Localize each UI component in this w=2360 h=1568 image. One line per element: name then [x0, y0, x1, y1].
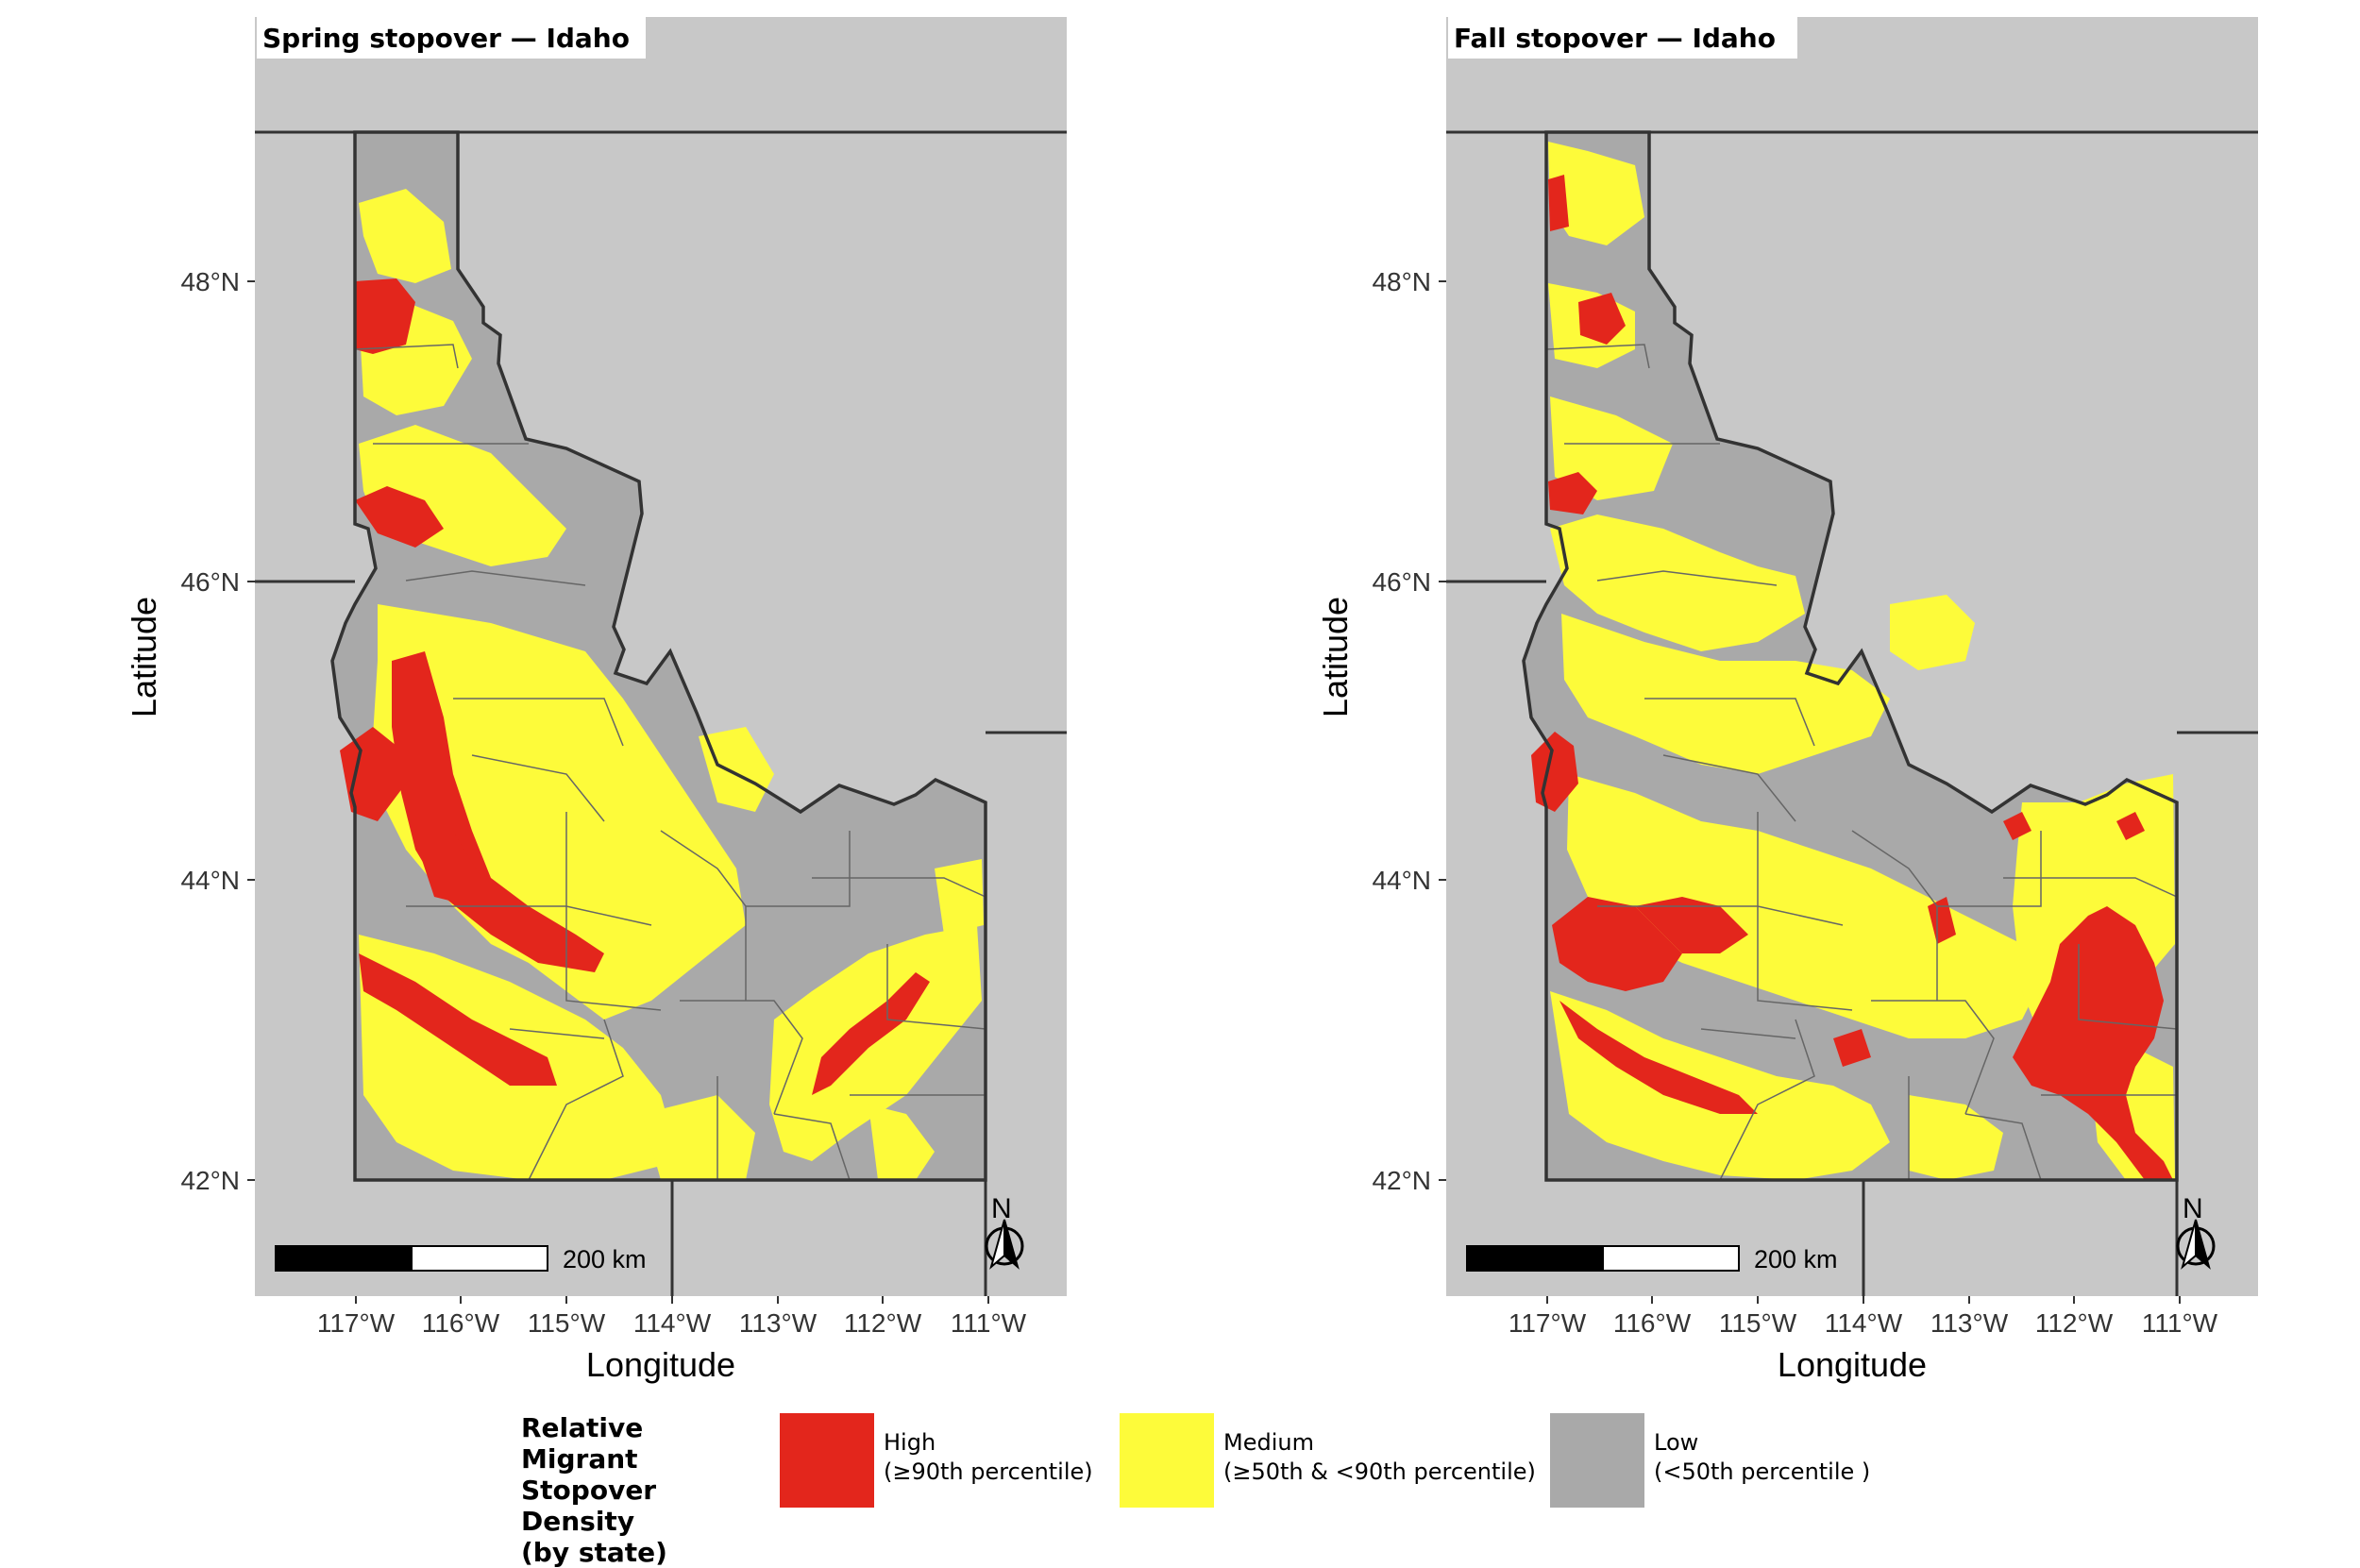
map-figure: Spring stopover — Idaho 200 km N 42°N 44… [125, 17, 2258, 1384]
x-tick-label: 117°W [1509, 1308, 1587, 1338]
north-label: N [2183, 1193, 2203, 1224]
x-tick-label: 112°W [844, 1308, 922, 1338]
x-tick-label: 115°W [528, 1308, 606, 1338]
y-axis-title: Latitude [1316, 597, 1355, 717]
x-tick-label: 116°W [1613, 1308, 1692, 1338]
x-tick-label: 114°W [1825, 1308, 1903, 1338]
x-tick-label: 112°W [2035, 1308, 2114, 1338]
legend-label-low: Low (<50th percentile ) [1654, 1429, 1871, 1485]
y-tick-label: 46°N [180, 567, 240, 597]
high-density-areas [1531, 175, 2173, 1180]
map-panel-fall: Fall stopover — Idaho 200 km N 42°N 44°N… [1316, 17, 2258, 1384]
legend-title: Relative Migrant Stopover Density (by st… [521, 1412, 667, 1568]
north-arrow-icon: N [985, 1193, 1024, 1270]
scale-bar: 200 km [275, 1245, 647, 1273]
y-axis: 42°N 44°N 46°N 48°N Latitude [125, 267, 255, 1195]
y-tick-label: 48°N [180, 267, 240, 296]
x-axis-title: Longitude [586, 1345, 735, 1384]
panel-title: Spring stopover — Idaho [262, 23, 630, 54]
north-label: N [991, 1193, 1012, 1224]
high-density-areas [340, 278, 930, 1095]
legend-swatch-high [780, 1413, 874, 1508]
legend-label-high: High (≥90th percentile) [884, 1429, 1093, 1485]
y-axis-title: Latitude [125, 597, 163, 717]
north-arrow-icon: N [2176, 1193, 2216, 1270]
x-tick-label: 116°W [422, 1308, 500, 1338]
legend-swatch-low [1550, 1413, 1644, 1508]
y-tick-label: 46°N [1372, 567, 1431, 597]
x-tick-label: 111°W [951, 1308, 1027, 1338]
x-tick-label: 117°W [317, 1308, 396, 1338]
x-axis: 117°W 116°W 115°W 114°W 113°W 112°W 111°… [1509, 1296, 2218, 1384]
x-tick-label: 113°W [739, 1308, 818, 1338]
y-tick-label: 42°N [180, 1166, 240, 1195]
scale-bar-label: 200 km [1754, 1245, 1838, 1273]
county-lines [1545, 344, 2178, 1181]
county-lines [354, 344, 986, 1181]
y-tick-label: 42°N [1372, 1166, 1431, 1195]
x-tick-label: 111°W [2142, 1308, 2218, 1338]
y-axis: 42°N 44°N 46°N 48°N Latitude [1316, 267, 1446, 1195]
map-panel-spring: Spring stopover — Idaho 200 km N 42°N 44… [125, 17, 1067, 1384]
y-tick-label: 44°N [1372, 866, 1431, 895]
x-tick-label: 113°W [1930, 1308, 2009, 1338]
x-axis-title: Longitude [1778, 1345, 1927, 1384]
x-tick-label: 114°W [633, 1308, 712, 1338]
scale-bar: 200 km [1466, 1245, 1838, 1273]
y-tick-label: 48°N [1372, 267, 1431, 296]
legend-label-medium: Medium (≥50th & <90th percentile) [1223, 1429, 1536, 1485]
legend-swatch-medium [1120, 1413, 1214, 1508]
panel-title-bg [257, 17, 646, 59]
scale-bar-label: 200 km [563, 1245, 647, 1273]
y-tick-label: 44°N [180, 866, 240, 895]
panel-title-bg [1448, 17, 1797, 59]
panel-title: Fall stopover — Idaho [1454, 23, 1776, 54]
x-tick-label: 115°W [1719, 1308, 1797, 1338]
x-axis: 117°W 116°W 115°W 114°W 113°W 112°W 111°… [317, 1296, 1027, 1384]
medium-density-areas [359, 189, 984, 1180]
